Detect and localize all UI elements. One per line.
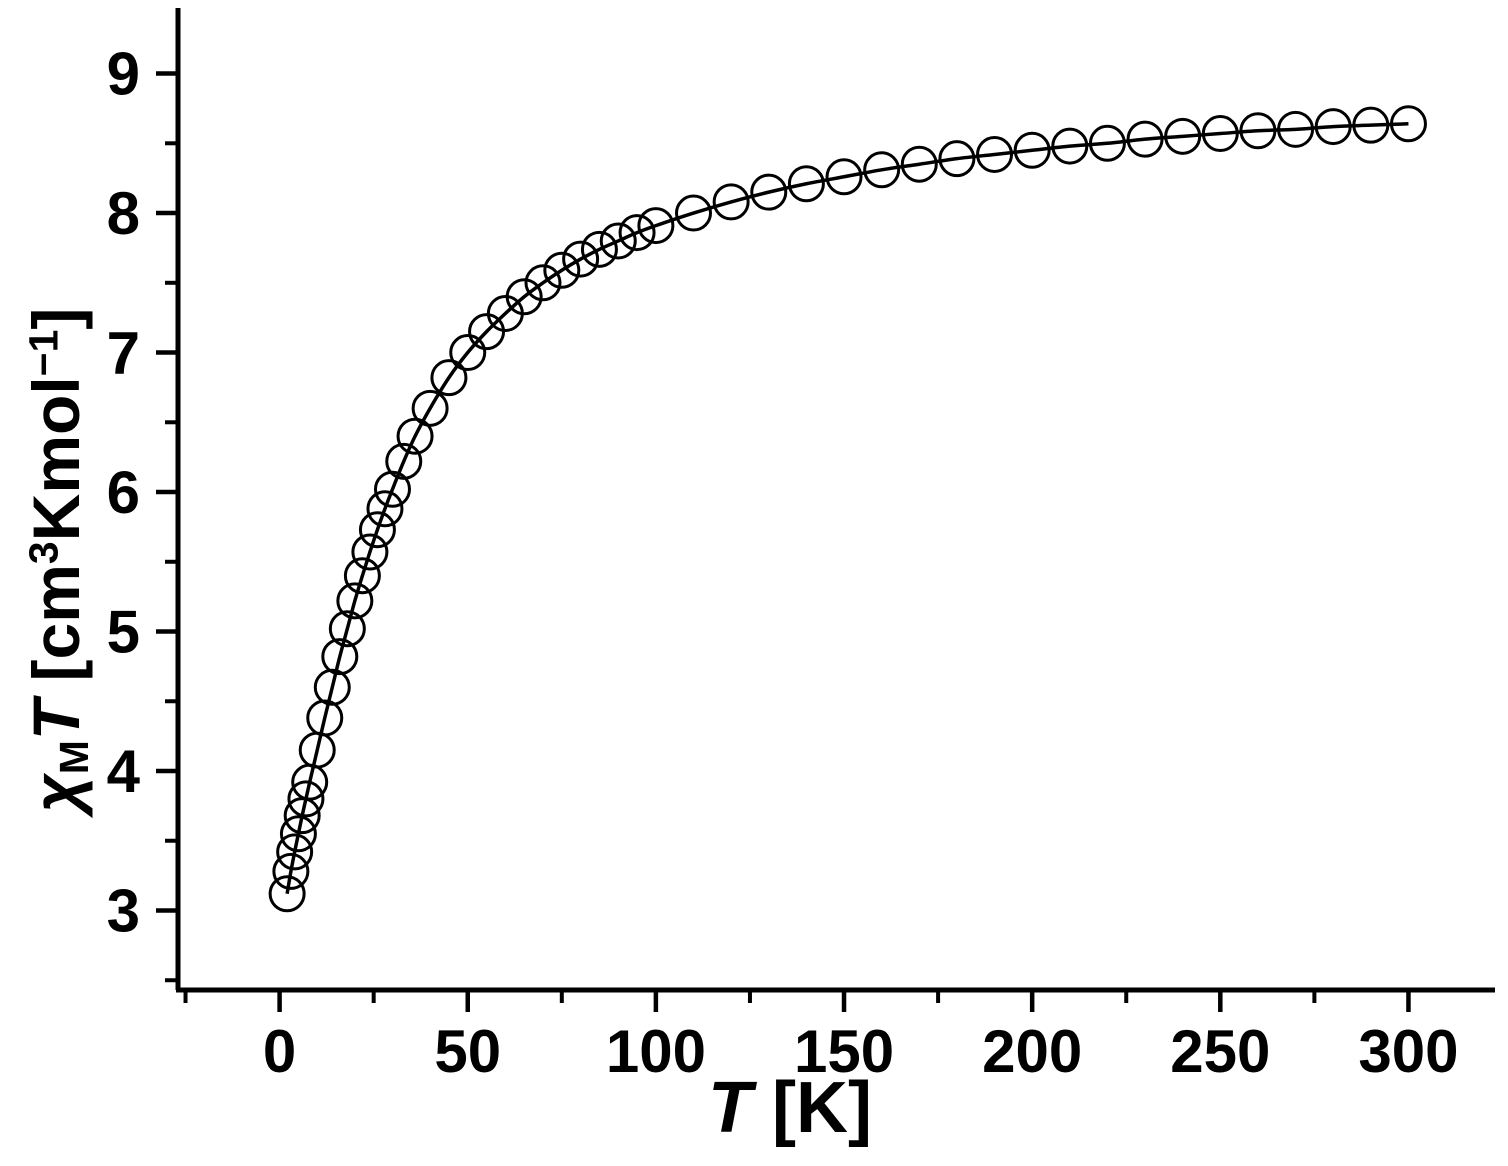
data-point-marker [343, 557, 381, 595]
data-point-marker [358, 511, 396, 549]
y-tick-label: 9 [107, 41, 140, 108]
data-point-marker [618, 214, 656, 252]
data-point-marker [938, 140, 976, 178]
data-point-marker [328, 610, 366, 648]
data-point-marker [1277, 110, 1315, 148]
x-tick-label: 0 [263, 1018, 296, 1085]
y-axis-label: χMT [cm3Kmol−1] [18, 308, 98, 813]
axis-label-part: −1 [20, 329, 67, 377]
data-point-marker [287, 780, 325, 818]
y-tick-label: 6 [107, 459, 140, 526]
data-point-marker [1239, 112, 1277, 150]
data-point-marker [863, 151, 901, 189]
x-tick-label: 300 [1358, 1018, 1458, 1085]
data-point-marker [430, 359, 468, 397]
data-point-marker [1389, 105, 1427, 143]
axis-label-part: T [708, 1068, 753, 1148]
x-tick-label: 250 [1170, 1018, 1270, 1085]
data-point-marker [272, 852, 310, 890]
data-point-marker [825, 158, 863, 196]
data-point-marker [1352, 106, 1390, 144]
data-point-marker [411, 389, 449, 427]
data-point-marker [385, 442, 423, 480]
data-point-marker [1164, 117, 1202, 155]
data-point-marker [268, 875, 306, 913]
x-tick-label: 200 [982, 1018, 1082, 1085]
data-point-marker [787, 165, 825, 203]
axis-label-part: M [51, 740, 97, 775]
data-point-marker [276, 833, 314, 871]
data-point-marker [321, 638, 359, 676]
y-tick-label: 4 [107, 738, 141, 805]
x-tick-label: 150 [794, 1018, 894, 1085]
axis-label-part: χ [19, 774, 93, 813]
axis-label-part: Kmol [19, 376, 93, 542]
y-tick-label: 5 [107, 599, 140, 666]
data-point-marker [712, 183, 750, 221]
x-tick-label: 50 [434, 1018, 501, 1085]
data-point-marker [1314, 108, 1352, 146]
data-point-marker [1013, 131, 1051, 169]
data-point-marker [449, 334, 487, 372]
data-point-marker [900, 145, 938, 183]
data-point-marker [1051, 127, 1089, 165]
axis-label-part: [K] [752, 1068, 872, 1148]
x-tick-label: 100 [606, 1018, 706, 1085]
data-point-marker [976, 135, 1014, 173]
data-point-marker [599, 222, 637, 260]
data-point-marker [543, 251, 581, 289]
data-point-marker [366, 490, 404, 528]
data-point-marker [505, 278, 543, 316]
data-point-marker [1088, 124, 1126, 162]
axis-label-part: ] [19, 307, 93, 330]
axis-label-part: T [19, 699, 93, 741]
data-point-marker [637, 207, 675, 245]
fit-line [285, 122, 1409, 895]
axis-label-part: [cm [19, 564, 93, 700]
data-point-marker [524, 264, 562, 302]
data-point-marker [675, 194, 713, 232]
data-point-marker [279, 815, 317, 853]
data-point-marker [1201, 115, 1239, 153]
y-tick-label: 7 [107, 320, 140, 387]
data-point-marker [750, 173, 788, 211]
data-point-marker [351, 533, 389, 571]
y-tick-label: 3 [107, 877, 140, 944]
data-point-marker [1126, 120, 1164, 158]
axis-label-part: 3 [20, 541, 67, 565]
data-point-marker [396, 417, 434, 455]
y-tick-label: 8 [107, 180, 140, 247]
data-point-marker [336, 582, 374, 620]
data-point-marker [562, 240, 600, 278]
data-point-marker [580, 230, 618, 268]
x-axis-label: T [K] [708, 1067, 872, 1149]
